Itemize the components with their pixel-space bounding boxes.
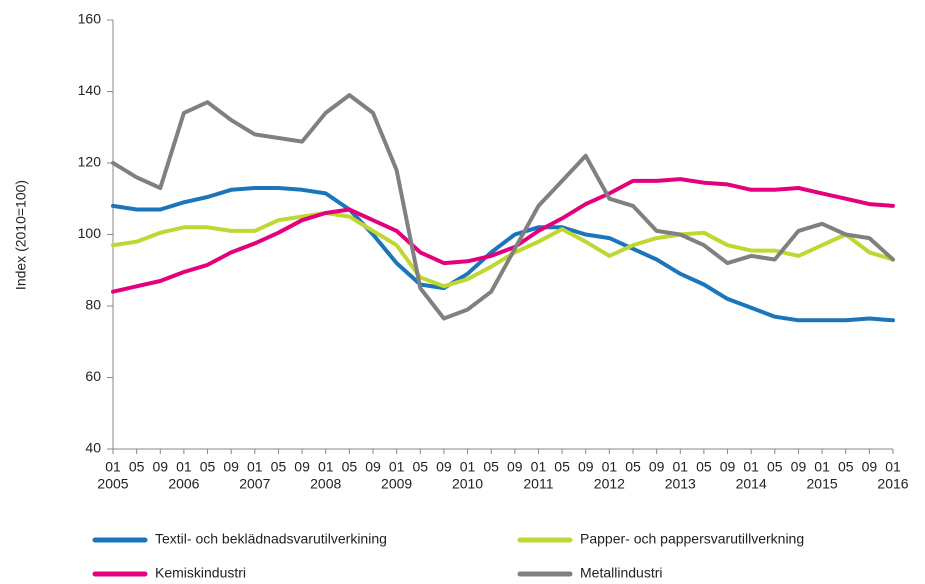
y-tick-label: 100 xyxy=(78,225,102,241)
x-tick-label: 01 xyxy=(531,459,547,475)
x-tick-label: 09 xyxy=(578,459,594,475)
y-tick-label: 160 xyxy=(78,11,102,27)
x-tick-label: 09 xyxy=(436,459,452,475)
year-label: 2005 xyxy=(97,476,128,492)
y-tick-label: 140 xyxy=(78,82,102,98)
legend-label: Kemiskindustri xyxy=(155,565,246,581)
legend-label: Papper- och pappersvarutillverkning xyxy=(580,531,804,547)
y-tick-label: 120 xyxy=(78,154,102,170)
x-tick-label: 01 xyxy=(389,459,405,475)
x-tick-label: 05 xyxy=(625,459,641,475)
x-tick-label: 05 xyxy=(412,459,428,475)
year-label: 2015 xyxy=(807,476,838,492)
x-tick-label: 09 xyxy=(365,459,381,475)
x-tick-label: 01 xyxy=(672,459,688,475)
series-line xyxy=(111,211,895,289)
series-line xyxy=(111,186,895,323)
x-tick-label: 01 xyxy=(176,459,192,475)
x-tick-label: 05 xyxy=(271,459,287,475)
x-tick-label: 01 xyxy=(602,459,618,475)
x-tick-label: 01 xyxy=(885,459,901,475)
x-tick-label: 01 xyxy=(247,459,263,475)
year-label: 2009 xyxy=(381,476,412,492)
x-tick-label: 09 xyxy=(507,459,523,475)
x-tick-label: 01 xyxy=(460,459,476,475)
year-label: 2011 xyxy=(523,476,553,492)
year-label: 2014 xyxy=(736,476,767,492)
legend-label: Textil- och beklädnadsvarutilverkining xyxy=(155,531,387,547)
y-tick-label: 60 xyxy=(85,368,101,384)
x-tick-label: 09 xyxy=(649,459,665,475)
x-tick-label: 09 xyxy=(862,459,878,475)
legend-label: Metallindustri xyxy=(580,565,662,581)
x-tick-label: 09 xyxy=(294,459,310,475)
y-tick-label: 40 xyxy=(85,440,101,456)
x-tick-label: 01 xyxy=(105,459,121,475)
x-tick-label: 09 xyxy=(223,459,239,475)
x-tick-label: 05 xyxy=(200,459,216,475)
series-line xyxy=(111,177,895,294)
x-tick-label: 01 xyxy=(814,459,830,475)
x-tick-label: 01 xyxy=(318,459,334,475)
x-tick-label: 05 xyxy=(342,459,358,475)
year-label: 2013 xyxy=(665,476,696,492)
y-tick-label: 80 xyxy=(85,297,101,313)
year-label: 2008 xyxy=(310,476,341,492)
series-line xyxy=(111,93,895,321)
x-tick-label: 05 xyxy=(483,459,499,475)
x-tick-label: 05 xyxy=(767,459,783,475)
x-tick-label: 09 xyxy=(791,459,807,475)
y-axis-title: Index (2010=100) xyxy=(13,180,29,290)
year-label: 2006 xyxy=(168,476,199,492)
x-tick-label: 01 xyxy=(743,459,759,475)
year-label: 2007 xyxy=(239,476,270,492)
year-label: 2016 xyxy=(877,476,908,492)
x-tick-label: 05 xyxy=(838,459,854,475)
year-label: 2012 xyxy=(594,476,625,492)
x-tick-label: 09 xyxy=(720,459,736,475)
x-tick-label: 09 xyxy=(152,459,168,475)
x-tick-label: 05 xyxy=(696,459,712,475)
x-tick-label: 05 xyxy=(129,459,145,475)
x-tick-label: 05 xyxy=(554,459,570,475)
year-label: 2010 xyxy=(452,476,483,492)
